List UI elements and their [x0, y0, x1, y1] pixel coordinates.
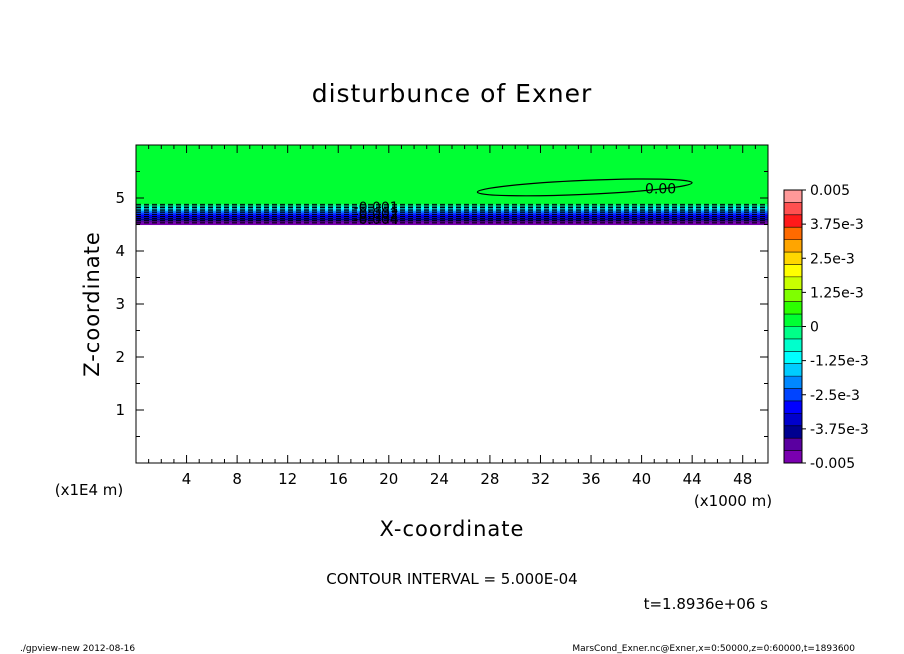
colorbar-swatch-2 [784, 214, 802, 228]
contour-band-4 [136, 209, 768, 211]
colorbar-swatch-4 [784, 239, 802, 253]
colorbar-tick-label-6: -2.5e-3 [810, 388, 860, 404]
colorbar-swatch-1 [784, 202, 802, 216]
contour-label-2: -0.002 [354, 206, 399, 222]
colorbar-swatch-19 [784, 425, 802, 439]
colorbar-swatch-9 [784, 301, 802, 315]
colorbar-tick-label-8: -0.005 [810, 456, 855, 472]
y-axis-unit: (x1E4 m) [55, 481, 124, 499]
colorbar-swatch-10 [784, 314, 802, 327]
colorbar-tick-label-4: 0 [810, 320, 819, 336]
x-tick-label-40: 40 [632, 470, 651, 488]
contour-band-7 [136, 214, 768, 217]
x-tick-label-16: 16 [329, 470, 348, 488]
colorbar-swatch-12 [784, 338, 802, 352]
colorbar-swatch-16 [784, 388, 802, 402]
contour-band-9 [136, 218, 768, 221]
colorbar-tick-label-1: 3.75e-3 [810, 217, 864, 233]
colorbar-swatch-14 [784, 363, 802, 377]
footer-right: MarsCond_Exner.nc@Exner,x=0:50000,z=0:60… [572, 644, 855, 654]
contour-lines [136, 178, 768, 224]
colorbar-swatch-13 [784, 351, 802, 365]
contour-labels: 0.00 -0.001-0.002-0.004 [354, 181, 677, 228]
contour-band-0 [136, 145, 768, 205]
colorbar [783, 189, 803, 464]
colorbar-tick-label-0: 0.005 [810, 183, 850, 199]
chart-title: disturbunce of Exner [312, 79, 593, 108]
contour-label-1: -0.001 [354, 200, 399, 216]
contour-zero-line [476, 178, 693, 197]
x-axis-unit: (x1000 m) [694, 492, 772, 510]
colorbar-swatch-8 [784, 289, 802, 302]
x-tick-label-24: 24 [430, 470, 449, 488]
x-axis-label: X-coordinate [380, 517, 525, 541]
y-tick-label-1: 1 [115, 401, 125, 419]
time-note: t=1.8936e+06 s [644, 595, 769, 613]
colorbar-ticks: 0.005 3.75e-3 2.5e-3 1.25e-3 0 -1.25e-3 -2.5e-… [802, 183, 869, 472]
x-axis-ticks: 4 8 12 16 20 24 28 32 36 40 44 48 [148, 145, 756, 488]
contour-band-3 [136, 207, 768, 210]
y-tick-label-2: 2 [115, 348, 125, 366]
x-tick-label-48: 48 [733, 470, 752, 488]
contour-band-2 [136, 205, 768, 208]
x-tick-label-44: 44 [683, 470, 702, 488]
y-axis-label: Z-coordinate [80, 231, 104, 377]
x-tick-label-20: 20 [379, 470, 398, 488]
contour-fill [136, 145, 768, 226]
colorbar-swatch-3 [784, 227, 802, 240]
y-tick-label-3: 3 [115, 295, 125, 313]
contour-band-8 [136, 216, 768, 219]
colorbar-tick-label-3: 1.25e-3 [810, 285, 864, 301]
x-tick-label-32: 32 [531, 470, 550, 488]
y-tick-label-5: 5 [115, 189, 125, 207]
colorbar-swatch-11 [784, 326, 802, 340]
x-tick-label-8: 8 [232, 470, 242, 488]
contour-band-10 [136, 220, 768, 223]
x-tick-label-12: 12 [278, 470, 297, 488]
colorbar-swatch-18 [784, 413, 802, 427]
colorbar-swatch-5 [784, 252, 802, 265]
contour-interval-note: CONTOUR INTERVAL = 5.000E-04 [326, 570, 577, 588]
contour-label-0: 0.00 [645, 181, 676, 197]
colorbar-swatch-15 [784, 376, 802, 389]
contour-band-11 [136, 222, 768, 226]
colorbar-tick-label-7: -3.75e-3 [810, 422, 869, 438]
x-tick-label-4: 4 [182, 470, 192, 488]
x-tick-label-28: 28 [480, 470, 499, 488]
contour-band-5 [136, 210, 768, 213]
colorbar-swatch-7 [784, 276, 802, 290]
contour-band-6 [136, 212, 768, 215]
y-axis-ticks: 1 2 3 4 5 [115, 171, 768, 437]
colorbar-tick-label-2: 2.5e-3 [810, 251, 855, 267]
colorbar-swatch-6 [784, 264, 802, 278]
colorbar-swatch-17 [784, 400, 802, 414]
colorbar-swatch-0 [784, 190, 802, 203]
colorbar-tick-label-5: -1.25e-3 [810, 354, 869, 370]
colorbar-swatch-21 [784, 450, 802, 464]
colorbar-swatch-20 [784, 438, 802, 451]
contour-band-1 [136, 204, 768, 206]
x-tick-label-36: 36 [581, 470, 600, 488]
y-tick-label-4: 4 [115, 242, 125, 260]
contour-label-3: -0.004 [354, 212, 399, 228]
footer-left: ./gpview-new 2012-08-16 [20, 644, 135, 654]
